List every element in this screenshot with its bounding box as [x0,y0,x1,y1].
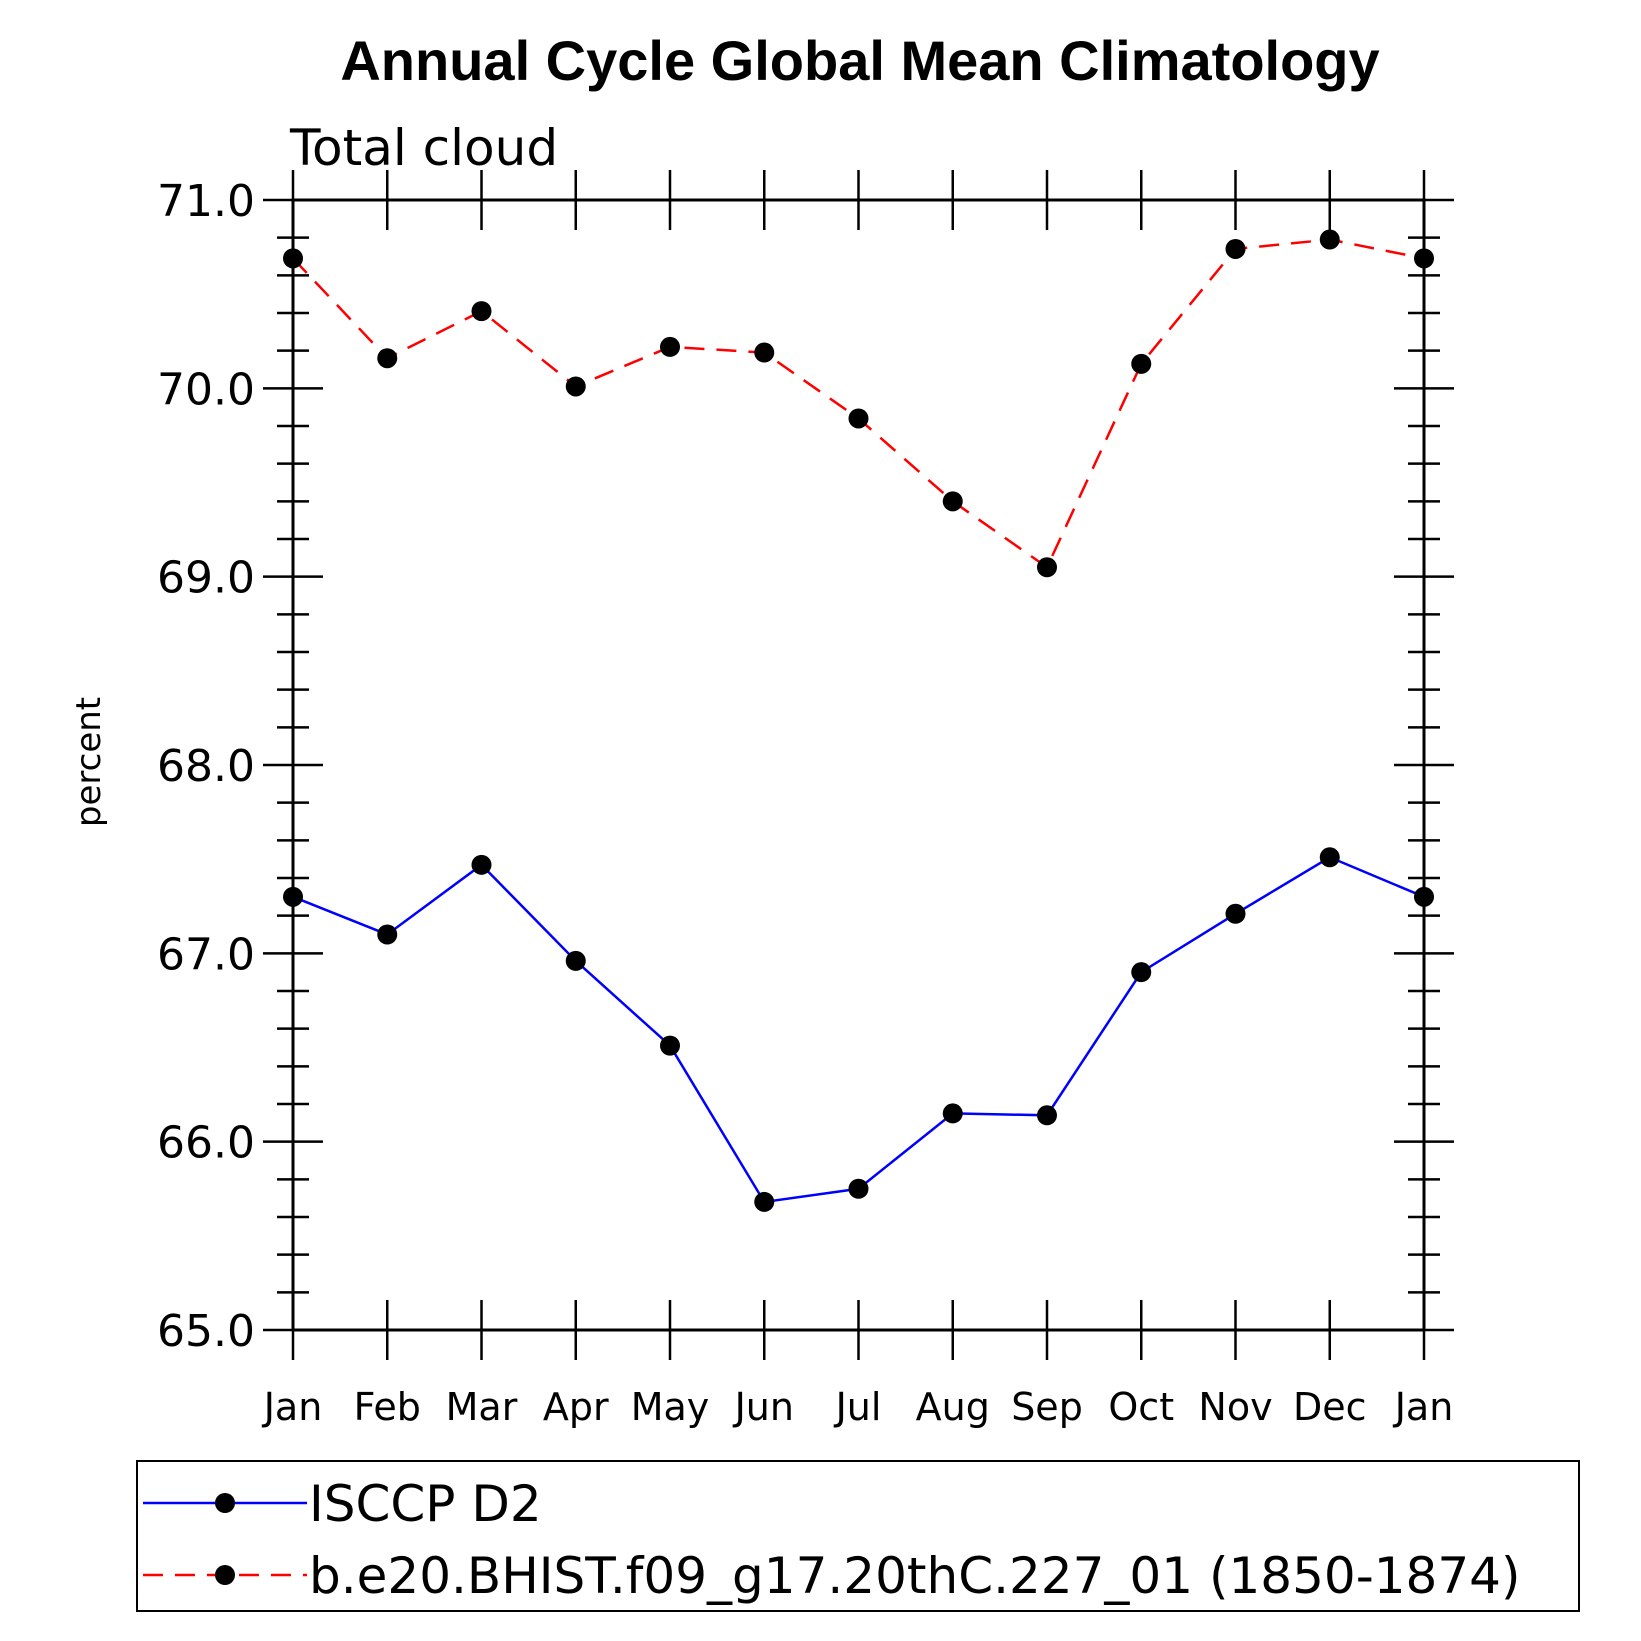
legend: ISCCP D2 b.e20.BHIST.f09_g17.20thC.227_01… [136,1460,1580,1612]
series-1-point [660,1035,680,1056]
series-1-point [1414,886,1434,907]
series-2-point [660,336,680,357]
series-2-point [1319,229,1340,250]
y-tick-label: 71.0 [157,176,255,227]
x-tick-label: Aug [916,1385,990,1429]
series-2-point [471,301,492,322]
y-tick-label: 65.0 [157,1306,255,1357]
series-line-1 [292,855,1425,1204]
series-1-point [283,886,303,907]
y-tick-label: 69.0 [157,553,255,604]
y-axis-label: percent [69,697,109,827]
legend-box [136,1460,1580,1612]
series-1-point [754,1191,775,1212]
series-1-point [471,854,492,875]
series-1-point [1225,903,1246,924]
series-2-point [565,376,586,397]
legend-label-2: b.e20.BHIST.f09_g17.20thC.227_01 (1850-1… [309,1547,1521,1605]
legend-marker-1 [215,1493,235,1513]
x-tick-label: Nov [1198,1385,1272,1429]
chart-subtitle: Total cloud [289,119,558,177]
plot-frame [291,198,1426,1332]
x-tick-label: Jan [262,1385,323,1429]
y-tick-label: 67.0 [157,929,255,980]
series-line-2 [292,238,1425,570]
series-2-point [283,248,303,269]
x-tick-label: Jul [834,1385,882,1429]
y-tick-label: 70.0 [157,364,255,415]
legend-marker-2 [215,1565,235,1585]
series-2-point [848,408,869,429]
series-2-point [1225,238,1246,259]
series-1-point [942,1103,963,1124]
x-tick-label: Jan [1393,1385,1454,1429]
series-1-point [1037,1105,1057,1126]
x-tick-label: Dec [1293,1385,1367,1429]
chart-title: Annual Cycle Global Mean Climatology [340,29,1379,92]
x-tick-label: May [631,1385,710,1429]
x-tick-label: Oct [1108,1385,1174,1429]
y-tick-label: 68.0 [157,741,255,792]
series-2-point [1037,557,1057,578]
series-2-point [1131,353,1152,374]
plot-area: 65.0 66.0 67.0 68.0 69.0 70.0 71.0 Jan Feb Mar Apr… [157,170,1454,1429]
series-1-point [848,1178,869,1199]
series-1-point [565,950,586,971]
y-tick-label: 66.0 [157,1118,255,1169]
series-1-point [377,924,398,945]
series-2-point [1414,248,1434,269]
x-tick-label: Apr [543,1385,609,1429]
series-1-point [1319,847,1340,868]
x-tick-label: Feb [354,1385,421,1429]
series-2-point [942,491,963,512]
series-2-point [754,342,775,363]
x-tick-label: Sep [1011,1385,1083,1429]
legend-label-1: ISCCP D2 [309,1475,542,1533]
series-2-point [377,348,398,369]
x-tick-label: Jun [733,1385,794,1429]
series-1-point [1131,962,1152,983]
x-tick-label: Mar [446,1385,518,1429]
